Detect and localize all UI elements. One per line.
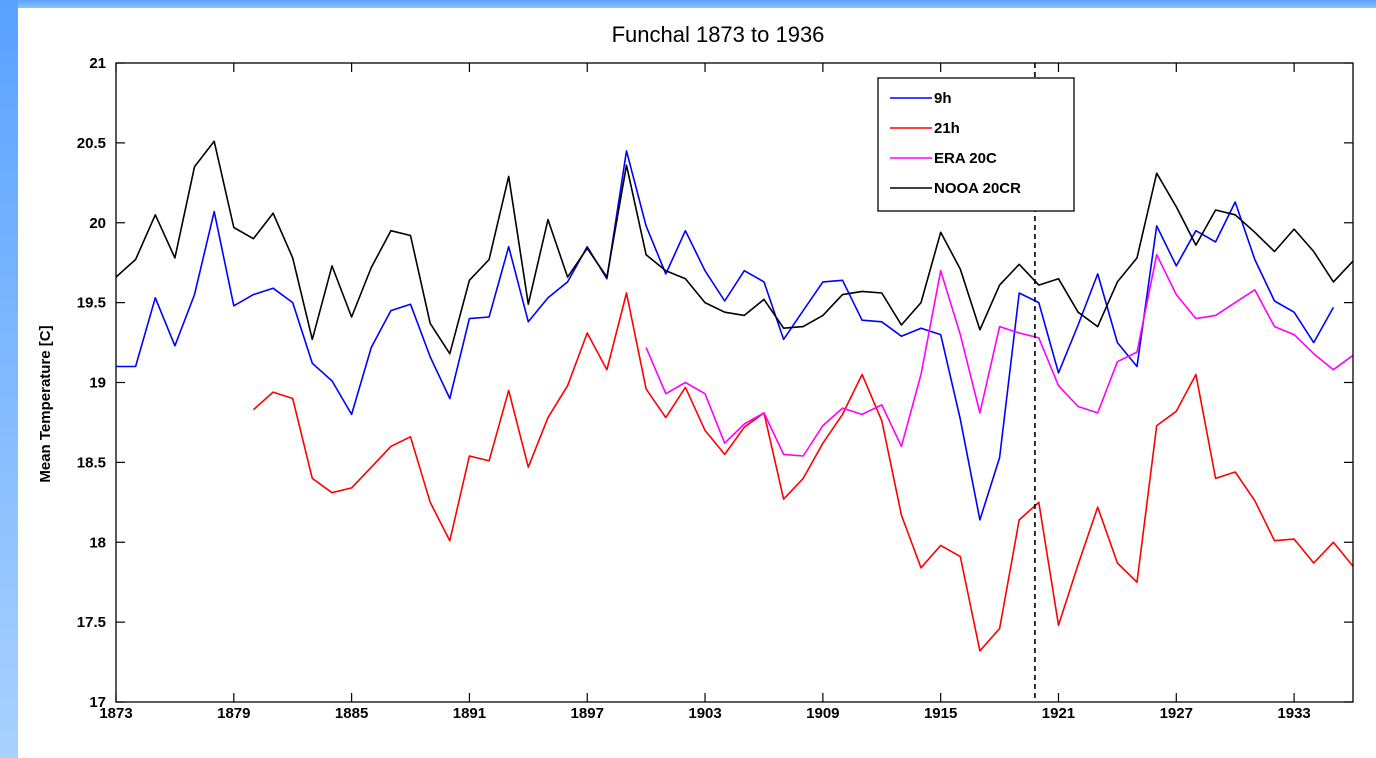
series-line-21h (252, 292, 1353, 652)
legend-label: ERA 20C (934, 150, 997, 167)
y-tick-label: 20.5 (77, 135, 106, 152)
y-axis-label: Mean Temperature [C] (37, 325, 54, 482)
y-tick-label: 21 (89, 55, 106, 72)
legend-label: 9h (934, 90, 952, 107)
y-tick-label: 17 (89, 694, 106, 711)
x-tick-label: 1927 (1160, 705, 1193, 722)
chart-title: Funchal 1873 to 1936 (612, 22, 825, 47)
y-tick-label: 18.5 (77, 454, 106, 471)
page-frame-left-strip (0, 0, 18, 758)
legend-box (877, 77, 1075, 212)
x-tick-label: 1915 (924, 705, 957, 722)
x-tick-label: 1879 (217, 705, 250, 722)
x-tick-label: 1921 (1042, 705, 1075, 722)
y-tick-label: 18 (89, 534, 106, 551)
series-line-era-20c (645, 253, 1353, 457)
ticks-layer: 1873 1879 1885 1891 1897 1903 1909 1915 1921 1927… (77, 55, 1353, 722)
series-line-9h (116, 150, 1335, 521)
y-tick-label: 19.5 (77, 295, 106, 312)
axes-layer (115, 62, 1354, 703)
plot-frame (115, 62, 1354, 703)
x-tick-label: 1909 (806, 705, 839, 722)
x-tick-label: 1891 (453, 705, 486, 722)
x-tick-label: 1897 (571, 705, 604, 722)
legend-label: NOOA 20CR (934, 180, 1021, 197)
legend-label: 21h (934, 120, 960, 137)
y-tick-label: 17.5 (77, 614, 106, 631)
series-layer (116, 140, 1353, 652)
page-frame-top-strip (0, 0, 1376, 8)
x-tick-label: 1873 (99, 705, 132, 722)
legend: 9h 21h ERA 20C NOOA 20CR (877, 77, 1075, 212)
x-tick-label: 1885 (335, 705, 368, 722)
y-tick-label: 20 (89, 215, 106, 232)
y-tick-label: 19 (89, 375, 106, 392)
x-tick-label: 1933 (1277, 705, 1310, 722)
series-line-nooa-20cr (116, 140, 1353, 355)
x-tick-label: 1903 (688, 705, 721, 722)
